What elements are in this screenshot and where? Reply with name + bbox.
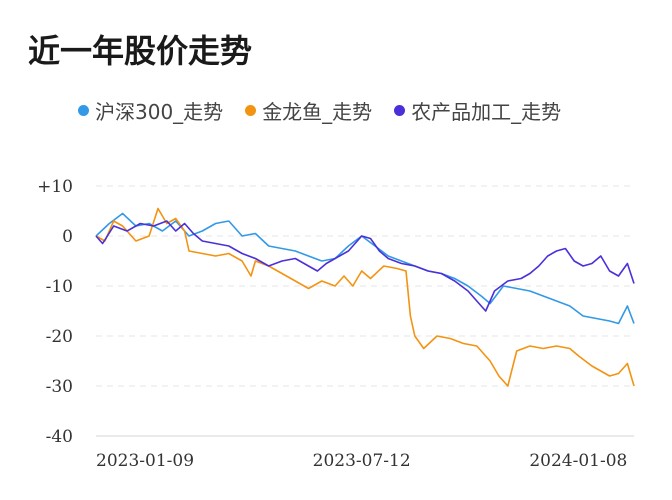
legend-dot-icon bbox=[394, 105, 406, 116]
y-tick-label: 0 bbox=[62, 227, 73, 247]
legend-label: 沪深300_走势 bbox=[95, 100, 224, 124]
y-tick-label: -30 bbox=[46, 377, 73, 397]
y-axis: +10 0 -10 -20 -30 -40 bbox=[37, 177, 73, 447]
legend-item-jinlongyu[interactable]: 金龙鱼_走势 bbox=[245, 96, 372, 125]
legend-item-hs300[interactable]: 沪深300_走势 bbox=[78, 96, 223, 125]
legend-dot-icon bbox=[78, 105, 89, 116]
x-tick-label: 2023-07-12 bbox=[313, 451, 411, 471]
x-axis: 2023-01-09 2023-07-12 2024-01-08 bbox=[96, 451, 627, 471]
series-line-1[interactable] bbox=[95, 207, 635, 387]
y-tick-label: -20 bbox=[46, 327, 73, 347]
legend-label: 农产品加工_走势 bbox=[411, 100, 562, 124]
page-title: 近一年股价走势 bbox=[28, 32, 253, 70]
y-tick-label: +10 bbox=[37, 177, 73, 197]
x-tick-label: 2024-01-08 bbox=[529, 451, 627, 471]
y-tick-label: -40 bbox=[46, 427, 73, 447]
chart-legend: 沪深300_走势 金龙鱼_走势 农产品加工_走势 bbox=[78, 96, 583, 125]
legend-item-agri-processing[interactable]: 农产品加工_走势 bbox=[394, 96, 561, 125]
grid-layer bbox=[96, 185, 634, 437]
series-line-2[interactable] bbox=[95, 220, 635, 312]
series-layer bbox=[95, 207, 635, 387]
x-tick-label: 2023-01-09 bbox=[96, 451, 194, 471]
y-tick-label: -10 bbox=[46, 277, 73, 297]
legend-dot-icon bbox=[245, 105, 257, 116]
legend-label: 金龙鱼_走势 bbox=[262, 100, 373, 124]
